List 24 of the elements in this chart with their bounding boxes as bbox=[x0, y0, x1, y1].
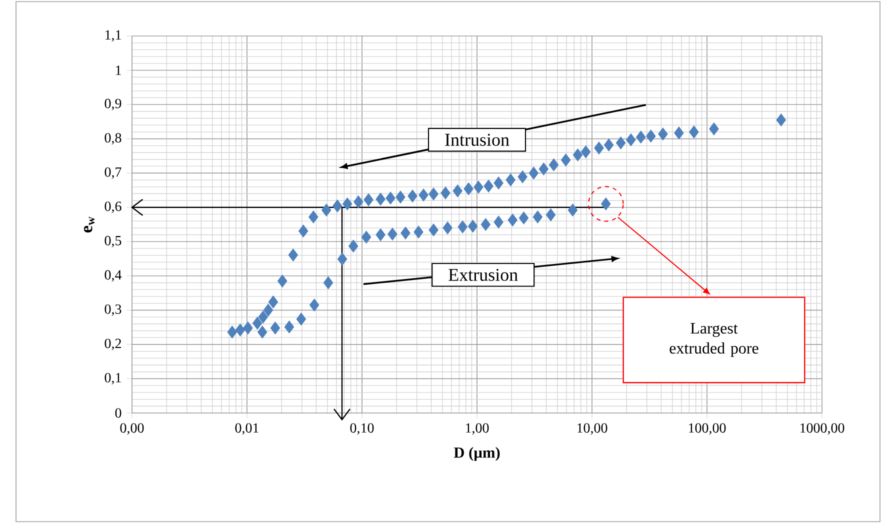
y-tick-label: 0,1 bbox=[104, 372, 121, 384]
y-tick-label: 0,3 bbox=[104, 304, 122, 316]
y-tick-label: 0,5 bbox=[104, 236, 122, 248]
y-tick-label: 1 bbox=[116, 66, 121, 75]
x-tick-label: 0,00 bbox=[120, 423, 144, 435]
y-tick-label: 0,6 bbox=[104, 202, 122, 214]
x-axis-title: D (µm) bbox=[454, 446, 500, 461]
y-tick-label: 0 bbox=[115, 408, 122, 418]
y-tick-label: 0,9 bbox=[104, 98, 122, 110]
y-tick-label: 0,2 bbox=[104, 338, 121, 350]
x-tick-label: 1000,00 bbox=[800, 423, 844, 435]
x-tick-label: 0,10 bbox=[350, 423, 374, 435]
annotation: Largest extruded pore bbox=[670, 323, 758, 357]
x-tick-label: 0,01 bbox=[235, 423, 258, 435]
x-tick-label: 10,00 bbox=[577, 423, 608, 435]
y-tick-label: 0,4 bbox=[104, 270, 122, 282]
series-label: Extrusion bbox=[448, 268, 518, 281]
x-tick-label: 100,00 bbox=[688, 423, 726, 435]
x-tick-label: 1,00 bbox=[466, 423, 489, 435]
y-tick-label: 0,8 bbox=[104, 133, 122, 145]
y-tick-label: 1,1 bbox=[105, 30, 121, 42]
series-label: Intrusion bbox=[445, 134, 510, 146]
y-tick-label: 0,7 bbox=[104, 167, 122, 179]
y-axis-title: e$_{w}$ bbox=[84, 216, 95, 232]
